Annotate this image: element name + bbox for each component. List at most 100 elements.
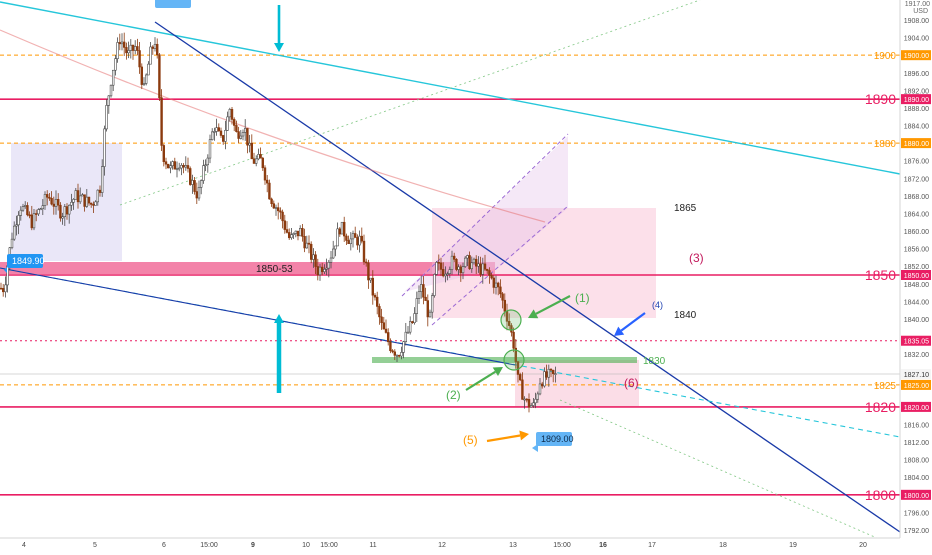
candle-body: [529, 405, 533, 408]
level-label-1890: 1890: [865, 91, 896, 107]
candle: [94, 200, 97, 206]
candle: [518, 372, 522, 382]
level-label-1800: 1800: [865, 487, 896, 503]
candle: [134, 40, 137, 55]
candle: [235, 120, 238, 133]
candle: [191, 174, 194, 194]
candle: [228, 107, 231, 122]
candle: [446, 271, 449, 281]
candle: [404, 322, 407, 346]
candle: [276, 202, 280, 220]
candle-body: [351, 233, 355, 240]
candle-body: [496, 282, 500, 288]
candle: [160, 89, 163, 151]
candle: [147, 61, 150, 76]
candle-body: [173, 161, 176, 170]
candle-body: [426, 300, 429, 318]
candle: [422, 276, 425, 305]
candle: [290, 227, 293, 240]
low-price-tag: [536, 432, 572, 446]
candle: [494, 275, 498, 295]
candle: [149, 41, 152, 65]
axis-tag-1850.00: [901, 270, 931, 280]
candle: [116, 37, 119, 63]
candle: [455, 258, 458, 272]
candle: [28, 211, 31, 219]
moving-average-curve: [0, 29, 546, 223]
x-tick-label: 15:00: [320, 542, 338, 549]
candle: [224, 120, 227, 150]
candle: [540, 381, 544, 389]
candle-body: [37, 209, 40, 215]
cyan-arrow-up-head: [274, 314, 284, 323]
y-tick-label: 1856.00: [904, 247, 929, 254]
candle: [479, 256, 482, 278]
candle: [257, 148, 260, 161]
candle-body: [494, 282, 498, 288]
candle: [318, 263, 322, 281]
candle-body: [169, 165, 172, 169]
candle: [292, 232, 295, 240]
candle-body: [547, 368, 551, 378]
candle-body: [138, 50, 141, 68]
candle-body: [298, 228, 302, 237]
candle-body: [81, 194, 84, 197]
candle: [204, 159, 207, 172]
candle-body: [13, 225, 16, 240]
candle: [389, 338, 392, 354]
axis-tag-1880.00: [901, 138, 931, 149]
candle: [50, 191, 53, 206]
candle-body: [50, 198, 53, 205]
candle: [450, 250, 454, 275]
candle: [547, 364, 551, 387]
candle: [437, 254, 440, 271]
candle-body: [303, 236, 306, 249]
candle-body: [237, 131, 240, 139]
candle-body: [72, 199, 75, 203]
candle-body: [164, 161, 168, 165]
candle-body: [501, 293, 504, 301]
candle: [331, 240, 335, 259]
candle: [162, 143, 165, 167]
candle-body: [76, 190, 80, 203]
candle-body: [417, 291, 421, 299]
axis-tag-text-1880.00: 1880.00: [904, 141, 929, 148]
x-tick-label: 15:00: [200, 542, 218, 549]
x-tick-label: 13: [509, 542, 517, 549]
candle: [98, 185, 102, 197]
candle-body: [268, 182, 271, 200]
candle: [123, 32, 126, 56]
candle-body: [257, 154, 260, 160]
candle: [527, 393, 531, 413]
candle: [325, 258, 328, 276]
candle-body: [463, 257, 467, 267]
candle-body: [131, 44, 135, 51]
candle: [314, 251, 317, 275]
candle: [461, 262, 465, 280]
candle: [371, 270, 374, 305]
candle: [272, 200, 275, 209]
candle: [250, 134, 253, 160]
candle: [182, 163, 185, 174]
candle: [305, 235, 308, 249]
candle-body: [233, 119, 236, 126]
candle: [452, 252, 456, 263]
y-tick-label: 1844.00: [904, 299, 929, 306]
candle-body: [391, 350, 394, 353]
candle: [367, 259, 370, 289]
candle-body: [283, 220, 286, 230]
y-tick-label: 1884.00: [904, 124, 929, 131]
candle: [173, 157, 176, 170]
candle-body: [41, 205, 45, 210]
candle: [43, 191, 47, 210]
candle-body: [406, 331, 410, 334]
candle: [13, 221, 16, 241]
zone-1850-53-label: 1850-53: [256, 264, 293, 275]
candle-body: [120, 41, 124, 45]
candle-body: [118, 42, 122, 45]
candle-body: [375, 296, 379, 307]
candle: [259, 147, 262, 159]
candle-body: [15, 224, 18, 227]
